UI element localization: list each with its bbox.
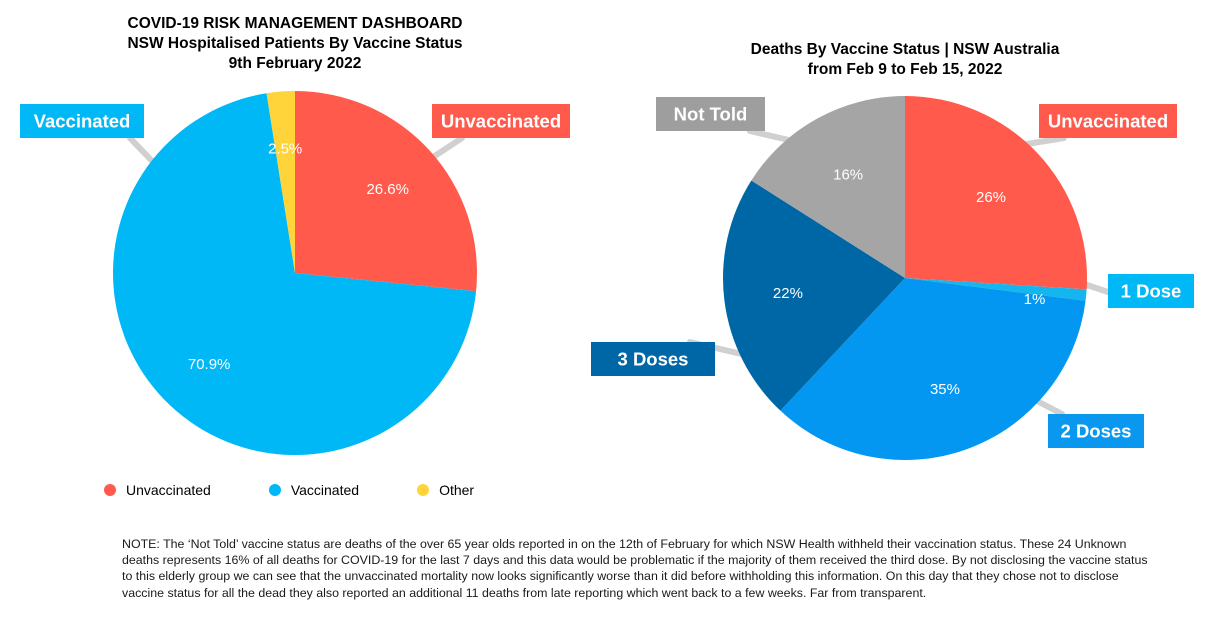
chart2-callout-line-2-doses: [1033, 397, 1065, 417]
chart2-slice-3-doses[interactable]: [723, 180, 905, 411]
chart2-callout-text-not-told: Not Told: [674, 104, 748, 125]
chart2-callout-text-1-dose: 1 Dose: [1121, 281, 1182, 302]
chart1-callout-box-vaccinated: [20, 104, 144, 138]
chart2-callout-text-3-doses: 3 Doses: [618, 349, 689, 370]
chart2-slice-2-doses[interactable]: [780, 278, 1086, 460]
chart1-callout-vaccinated[interactable]: Vaccinated: [20, 104, 144, 138]
chart2-value-label-unvaccinated: 26%: [976, 189, 1006, 206]
chart1-subtitle: NSW Hospitalised Patients By Vaccine Sta…: [127, 35, 463, 52]
chart2-callout-not-told[interactable]: Not Told: [656, 97, 765, 131]
chart2-value-label-2-doses: 35%: [930, 381, 960, 398]
chart2-callout-unvaccinated[interactable]: Unvaccinated: [1039, 104, 1177, 138]
chart2-callout-box-2-doses: [1048, 414, 1144, 448]
chart2-slice-unvaccinated[interactable]: [905, 96, 1087, 290]
chart1-callout-lines: [127, 135, 465, 166]
chart1-title-block: COVID-19 RISK MANAGEMENT DASHBOARD NSW H…: [60, 14, 530, 74]
legend-item-vaccinated[interactable]: Vaccinated: [268, 482, 360, 498]
chart1-value-label-other: 2.5%: [268, 140, 302, 157]
chart2-callout-box-3-doses: [591, 342, 715, 376]
legend-item-other[interactable]: Other: [417, 482, 474, 498]
chart2-callout-2-doses[interactable]: 2 Doses: [1048, 414, 1144, 448]
chart1-date: 9th February 2022: [228, 55, 362, 72]
chart2-callout-line-unvaccinated: [1022, 135, 1067, 148]
chart1-callout-box-unvaccinated: [432, 104, 570, 138]
chart1-callout-line-unvaccinated: [429, 135, 465, 161]
legend-dot-other: [417, 484, 430, 496]
chart2-title-block: Deaths By Vaccine Status | NSW Australia…: [700, 40, 1110, 80]
chart1-callout-text-unvaccinated: Unvaccinated: [441, 111, 561, 132]
chart2-value-label-not-told: 16%: [833, 167, 863, 184]
chart2-value-label-3-doses: 22%: [773, 285, 803, 302]
chart2-slice-not-told[interactable]: [751, 95, 905, 278]
legend-item-unvaccinated[interactable]: Unvaccinated: [104, 482, 211, 498]
chart2-labels: 26% 1% 35% 22% 16% Unvaccinated 1 Dose 2 Doses 3…: [591, 97, 1194, 448]
chart1-slice-other[interactable]: [266, 91, 295, 273]
chart2-callout-line-not-told: [747, 128, 793, 144]
chart1-callout-unvaccinated[interactable]: Unvaccinated: [432, 104, 570, 138]
legend-label-other: Other: [439, 482, 475, 498]
chart2-callout-text-unvaccinated: Unvaccinated: [1048, 111, 1168, 132]
legend-dot-vaccinated: [268, 484, 281, 496]
chart1-slice-vaccinated[interactable]: [113, 93, 477, 455]
chart1-callout-text-vaccinated: Vaccinated: [34, 111, 131, 132]
chart2-callout-box-not-told: [656, 97, 765, 131]
chart2-slices: [723, 95, 1087, 460]
chart1-slice-unvaccinated[interactable]: [295, 91, 478, 292]
chart2-title: Deaths By Vaccine Status | NSW Australia: [750, 41, 1060, 58]
chart2-callout-3-doses[interactable]: 3 Doses: [591, 342, 715, 376]
chart2-callout-1-dose[interactable]: 1 Dose: [1108, 274, 1194, 308]
chart2-value-label-1-dose: 1%: [1024, 291, 1046, 308]
chart1-title: COVID-19 RISK MANAGEMENT DASHBOARD: [127, 15, 463, 32]
legend-label-vaccinated: Vaccinated: [290, 482, 360, 498]
chart2-callout-box-1-dose: [1108, 274, 1194, 308]
chart1-labels: 26.6% 70.9% 2.5% Unvaccinated Vaccinated: [20, 104, 570, 373]
legend-dot-unvaccinated: [104, 484, 116, 496]
chart1-callout-line-vaccinated: [127, 135, 157, 166]
chart1-legend: Unvaccinated Vaccinated Other: [104, 482, 532, 498]
chart1-value-label-vaccinated: 70.9%: [188, 356, 231, 373]
chart2-slice-1-dose[interactable]: [905, 278, 1087, 301]
chart1-slices: [113, 91, 478, 455]
chart2-subtitle: from Feb 9 to Feb 15, 2022: [807, 61, 1003, 78]
chart1-value-label-unvaccinated: 26.6%: [366, 181, 409, 198]
footnote: NOTE: The ‘Not Told’ vaccine status are …: [122, 537, 1148, 600]
chart2-callout-box-unvaccinated: [1039, 104, 1177, 138]
chart2-callout-text-2-doses: 2 Doses: [1061, 421, 1132, 442]
legend-label-unvaccinated: Unvaccinated: [126, 482, 211, 498]
chart2-callout-line-1-dose: [1081, 281, 1111, 295]
